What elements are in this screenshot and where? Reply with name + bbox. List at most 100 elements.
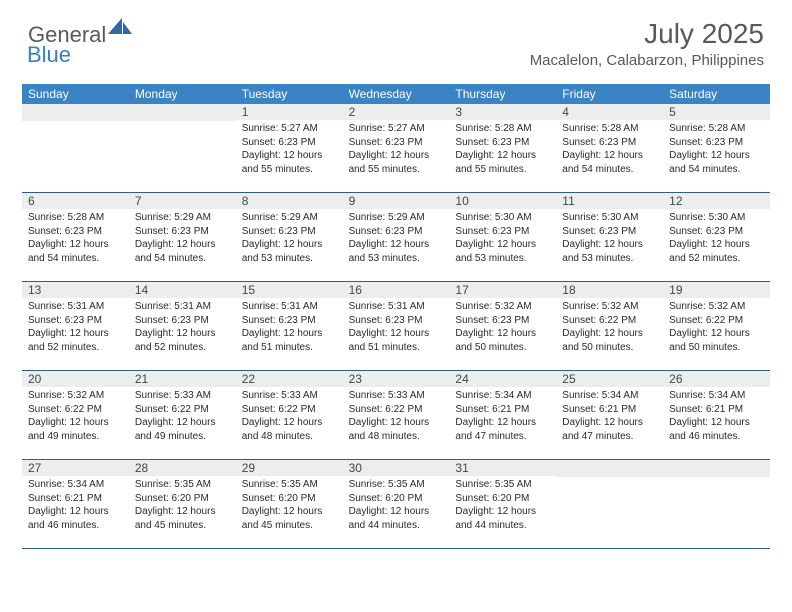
day-cell	[22, 104, 129, 192]
daylight-text: Daylight: 12 hours and 49 minutes.	[28, 416, 123, 443]
day-content: Sunrise: 5:34 AMSunset: 6:21 PMDaylight:…	[556, 387, 663, 447]
daylight-text: Daylight: 12 hours and 48 minutes.	[349, 416, 444, 443]
weekday-header-row: SundayMondayTuesdayWednesdayThursdayFrid…	[22, 84, 770, 104]
day-content: Sunrise: 5:30 AMSunset: 6:23 PMDaylight:…	[663, 209, 770, 269]
weekday-header: Monday	[129, 84, 236, 104]
day-cell	[129, 104, 236, 192]
sunrise-text: Sunrise: 5:31 AM	[349, 300, 444, 314]
sunset-text: Sunset: 6:21 PM	[669, 403, 764, 417]
daylight-text: Daylight: 12 hours and 50 minutes.	[562, 327, 657, 354]
day-content: Sunrise: 5:34 AMSunset: 6:21 PMDaylight:…	[22, 476, 129, 536]
week-row: 27Sunrise: 5:34 AMSunset: 6:21 PMDayligh…	[22, 460, 770, 548]
day-cell: 27Sunrise: 5:34 AMSunset: 6:21 PMDayligh…	[22, 460, 129, 548]
daylight-text: Daylight: 12 hours and 49 minutes.	[135, 416, 230, 443]
day-number: 7	[129, 193, 236, 209]
day-number: 27	[22, 460, 129, 476]
day-cell: 2Sunrise: 5:27 AMSunset: 6:23 PMDaylight…	[343, 104, 450, 192]
sunrise-text: Sunrise: 5:31 AM	[28, 300, 123, 314]
daylight-text: Daylight: 12 hours and 53 minutes.	[349, 238, 444, 265]
daylight-text: Daylight: 12 hours and 45 minutes.	[242, 505, 337, 532]
month-title: July 2025	[530, 18, 764, 50]
day-number: 3	[449, 104, 556, 120]
sunset-text: Sunset: 6:23 PM	[242, 136, 337, 150]
sunrise-text: Sunrise: 5:33 AM	[242, 389, 337, 403]
day-content: Sunrise: 5:31 AMSunset: 6:23 PMDaylight:…	[343, 298, 450, 358]
daylight-text: Daylight: 12 hours and 53 minutes.	[242, 238, 337, 265]
sunrise-text: Sunrise: 5:29 AM	[135, 211, 230, 225]
sunset-text: Sunset: 6:23 PM	[455, 225, 550, 239]
day-content: Sunrise: 5:29 AMSunset: 6:23 PMDaylight:…	[129, 209, 236, 269]
day-content: Sunrise: 5:32 AMSunset: 6:22 PMDaylight:…	[22, 387, 129, 447]
day-number: 5	[663, 104, 770, 120]
week-divider	[22, 548, 770, 549]
day-number	[663, 460, 770, 477]
daylight-text: Daylight: 12 hours and 44 minutes.	[455, 505, 550, 532]
day-number: 11	[556, 193, 663, 209]
day-cell: 7Sunrise: 5:29 AMSunset: 6:23 PMDaylight…	[129, 193, 236, 281]
sunset-text: Sunset: 6:20 PM	[349, 492, 444, 506]
day-content: Sunrise: 5:32 AMSunset: 6:22 PMDaylight:…	[556, 298, 663, 358]
sunrise-text: Sunrise: 5:27 AM	[242, 122, 337, 136]
day-number: 25	[556, 371, 663, 387]
sunrise-text: Sunrise: 5:35 AM	[349, 478, 444, 492]
day-cell	[663, 460, 770, 548]
day-number: 18	[556, 282, 663, 298]
day-number: 22	[236, 371, 343, 387]
sunrise-text: Sunrise: 5:34 AM	[562, 389, 657, 403]
day-cell: 24Sunrise: 5:34 AMSunset: 6:21 PMDayligh…	[449, 371, 556, 459]
day-content: Sunrise: 5:28 AMSunset: 6:23 PMDaylight:…	[449, 120, 556, 180]
sunrise-text: Sunrise: 5:30 AM	[562, 211, 657, 225]
sunset-text: Sunset: 6:23 PM	[669, 225, 764, 239]
day-cell: 21Sunrise: 5:33 AMSunset: 6:22 PMDayligh…	[129, 371, 236, 459]
calendar: SundayMondayTuesdayWednesdayThursdayFrid…	[0, 78, 792, 549]
weekday-header: Sunday	[22, 84, 129, 104]
sunrise-text: Sunrise: 5:35 AM	[242, 478, 337, 492]
week-row: 20Sunrise: 5:32 AMSunset: 6:22 PMDayligh…	[22, 371, 770, 459]
sunset-text: Sunset: 6:23 PM	[242, 225, 337, 239]
sunset-text: Sunset: 6:22 PM	[28, 403, 123, 417]
day-cell: 9Sunrise: 5:29 AMSunset: 6:23 PMDaylight…	[343, 193, 450, 281]
weekday-header: Friday	[556, 84, 663, 104]
weekday-header: Thursday	[449, 84, 556, 104]
sunset-text: Sunset: 6:22 PM	[562, 314, 657, 328]
sunset-text: Sunset: 6:22 PM	[349, 403, 444, 417]
day-cell: 18Sunrise: 5:32 AMSunset: 6:22 PMDayligh…	[556, 282, 663, 370]
daylight-text: Daylight: 12 hours and 52 minutes.	[669, 238, 764, 265]
day-cell: 15Sunrise: 5:31 AMSunset: 6:23 PMDayligh…	[236, 282, 343, 370]
daylight-text: Daylight: 12 hours and 45 minutes.	[135, 505, 230, 532]
logo-text-blue: Blue	[27, 42, 71, 67]
day-content: Sunrise: 5:28 AMSunset: 6:23 PMDaylight:…	[22, 209, 129, 269]
sunset-text: Sunset: 6:23 PM	[455, 314, 550, 328]
sunset-text: Sunset: 6:23 PM	[349, 225, 444, 239]
day-cell: 17Sunrise: 5:32 AMSunset: 6:23 PMDayligh…	[449, 282, 556, 370]
sunset-text: Sunset: 6:23 PM	[135, 225, 230, 239]
day-number	[556, 460, 663, 477]
daylight-text: Daylight: 12 hours and 46 minutes.	[28, 505, 123, 532]
day-number: 12	[663, 193, 770, 209]
day-cell: 29Sunrise: 5:35 AMSunset: 6:20 PMDayligh…	[236, 460, 343, 548]
daylight-text: Daylight: 12 hours and 47 minutes.	[455, 416, 550, 443]
weekday-header: Saturday	[663, 84, 770, 104]
day-cell: 20Sunrise: 5:32 AMSunset: 6:22 PMDayligh…	[22, 371, 129, 459]
sunrise-text: Sunrise: 5:30 AM	[455, 211, 550, 225]
sunrise-text: Sunrise: 5:31 AM	[135, 300, 230, 314]
day-cell: 28Sunrise: 5:35 AMSunset: 6:20 PMDayligh…	[129, 460, 236, 548]
day-cell: 30Sunrise: 5:35 AMSunset: 6:20 PMDayligh…	[343, 460, 450, 548]
day-number: 28	[129, 460, 236, 476]
header: General Blue July 2025 Macalelon, Calaba…	[0, 0, 792, 78]
daylight-text: Daylight: 12 hours and 48 minutes.	[242, 416, 337, 443]
day-content: Sunrise: 5:31 AMSunset: 6:23 PMDaylight:…	[22, 298, 129, 358]
day-cell: 4Sunrise: 5:28 AMSunset: 6:23 PMDaylight…	[556, 104, 663, 192]
day-number: 19	[663, 282, 770, 298]
week-row: 6Sunrise: 5:28 AMSunset: 6:23 PMDaylight…	[22, 193, 770, 281]
daylight-text: Daylight: 12 hours and 47 minutes.	[562, 416, 657, 443]
sunset-text: Sunset: 6:21 PM	[562, 403, 657, 417]
sunrise-text: Sunrise: 5:32 AM	[28, 389, 123, 403]
day-content: Sunrise: 5:35 AMSunset: 6:20 PMDaylight:…	[449, 476, 556, 536]
sunset-text: Sunset: 6:21 PM	[455, 403, 550, 417]
day-cell: 19Sunrise: 5:32 AMSunset: 6:22 PMDayligh…	[663, 282, 770, 370]
sunrise-text: Sunrise: 5:32 AM	[455, 300, 550, 314]
weekday-header: Tuesday	[236, 84, 343, 104]
daylight-text: Daylight: 12 hours and 53 minutes.	[562, 238, 657, 265]
day-cell: 8Sunrise: 5:29 AMSunset: 6:23 PMDaylight…	[236, 193, 343, 281]
